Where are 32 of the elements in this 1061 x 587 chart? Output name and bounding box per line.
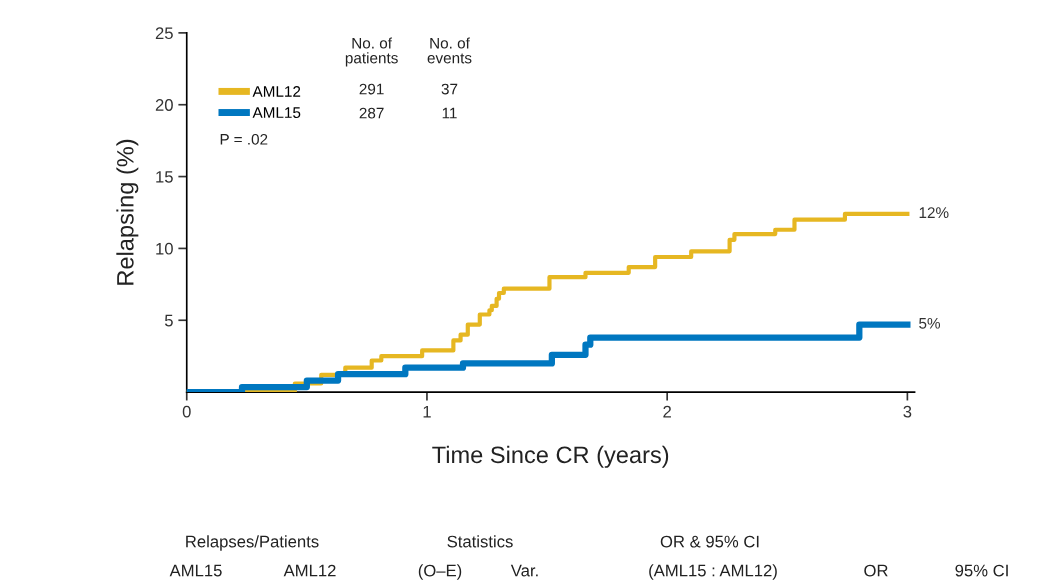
text: Statistics bbox=[447, 535, 513, 548]
annotation: 5% bbox=[919, 317, 941, 329]
annotation: No. of events bbox=[427, 37, 472, 64]
y-tick-label: 15 bbox=[156, 171, 173, 183]
text: (O–E) bbox=[418, 564, 462, 580]
text: (AML15 : AML12) bbox=[649, 564, 777, 580]
annotation: 12% bbox=[919, 207, 949, 218]
annotation: 37 bbox=[441, 83, 458, 95]
text: 95% CI bbox=[955, 564, 1008, 577]
annotation: 11 bbox=[442, 107, 457, 119]
annotation: No. of patients bbox=[345, 37, 398, 67]
x-tick-label: 2 bbox=[663, 405, 671, 418]
text: OR bbox=[864, 564, 888, 577]
annotation: 291 bbox=[359, 83, 384, 95]
text: AML15 bbox=[169, 564, 222, 577]
legend-label: AML15 bbox=[252, 107, 301, 119]
annotation: P = .02 bbox=[220, 133, 268, 145]
y-tick-label: 20 bbox=[155, 99, 173, 111]
x-tick-label: 1 bbox=[423, 405, 431, 418]
annotation: 287 bbox=[359, 107, 384, 119]
y-axis-title: Relapsing (%) bbox=[116, 139, 139, 285]
text: Relapses/Patients bbox=[186, 535, 319, 551]
y-tick-label: 10 bbox=[156, 242, 173, 255]
x-tick-label: 3 bbox=[903, 405, 912, 418]
x-axis-title: Time Since CR (years) bbox=[432, 445, 669, 468]
x-tick-label: 0 bbox=[182, 405, 191, 418]
text: AML12 bbox=[283, 564, 336, 577]
text: Var. bbox=[510, 564, 538, 577]
y-tick-label: 25 bbox=[155, 27, 173, 40]
text: OR & 95% CI bbox=[660, 535, 759, 548]
legend-label: AML12 bbox=[252, 86, 301, 97]
y-tick-label: 5 bbox=[164, 314, 173, 327]
